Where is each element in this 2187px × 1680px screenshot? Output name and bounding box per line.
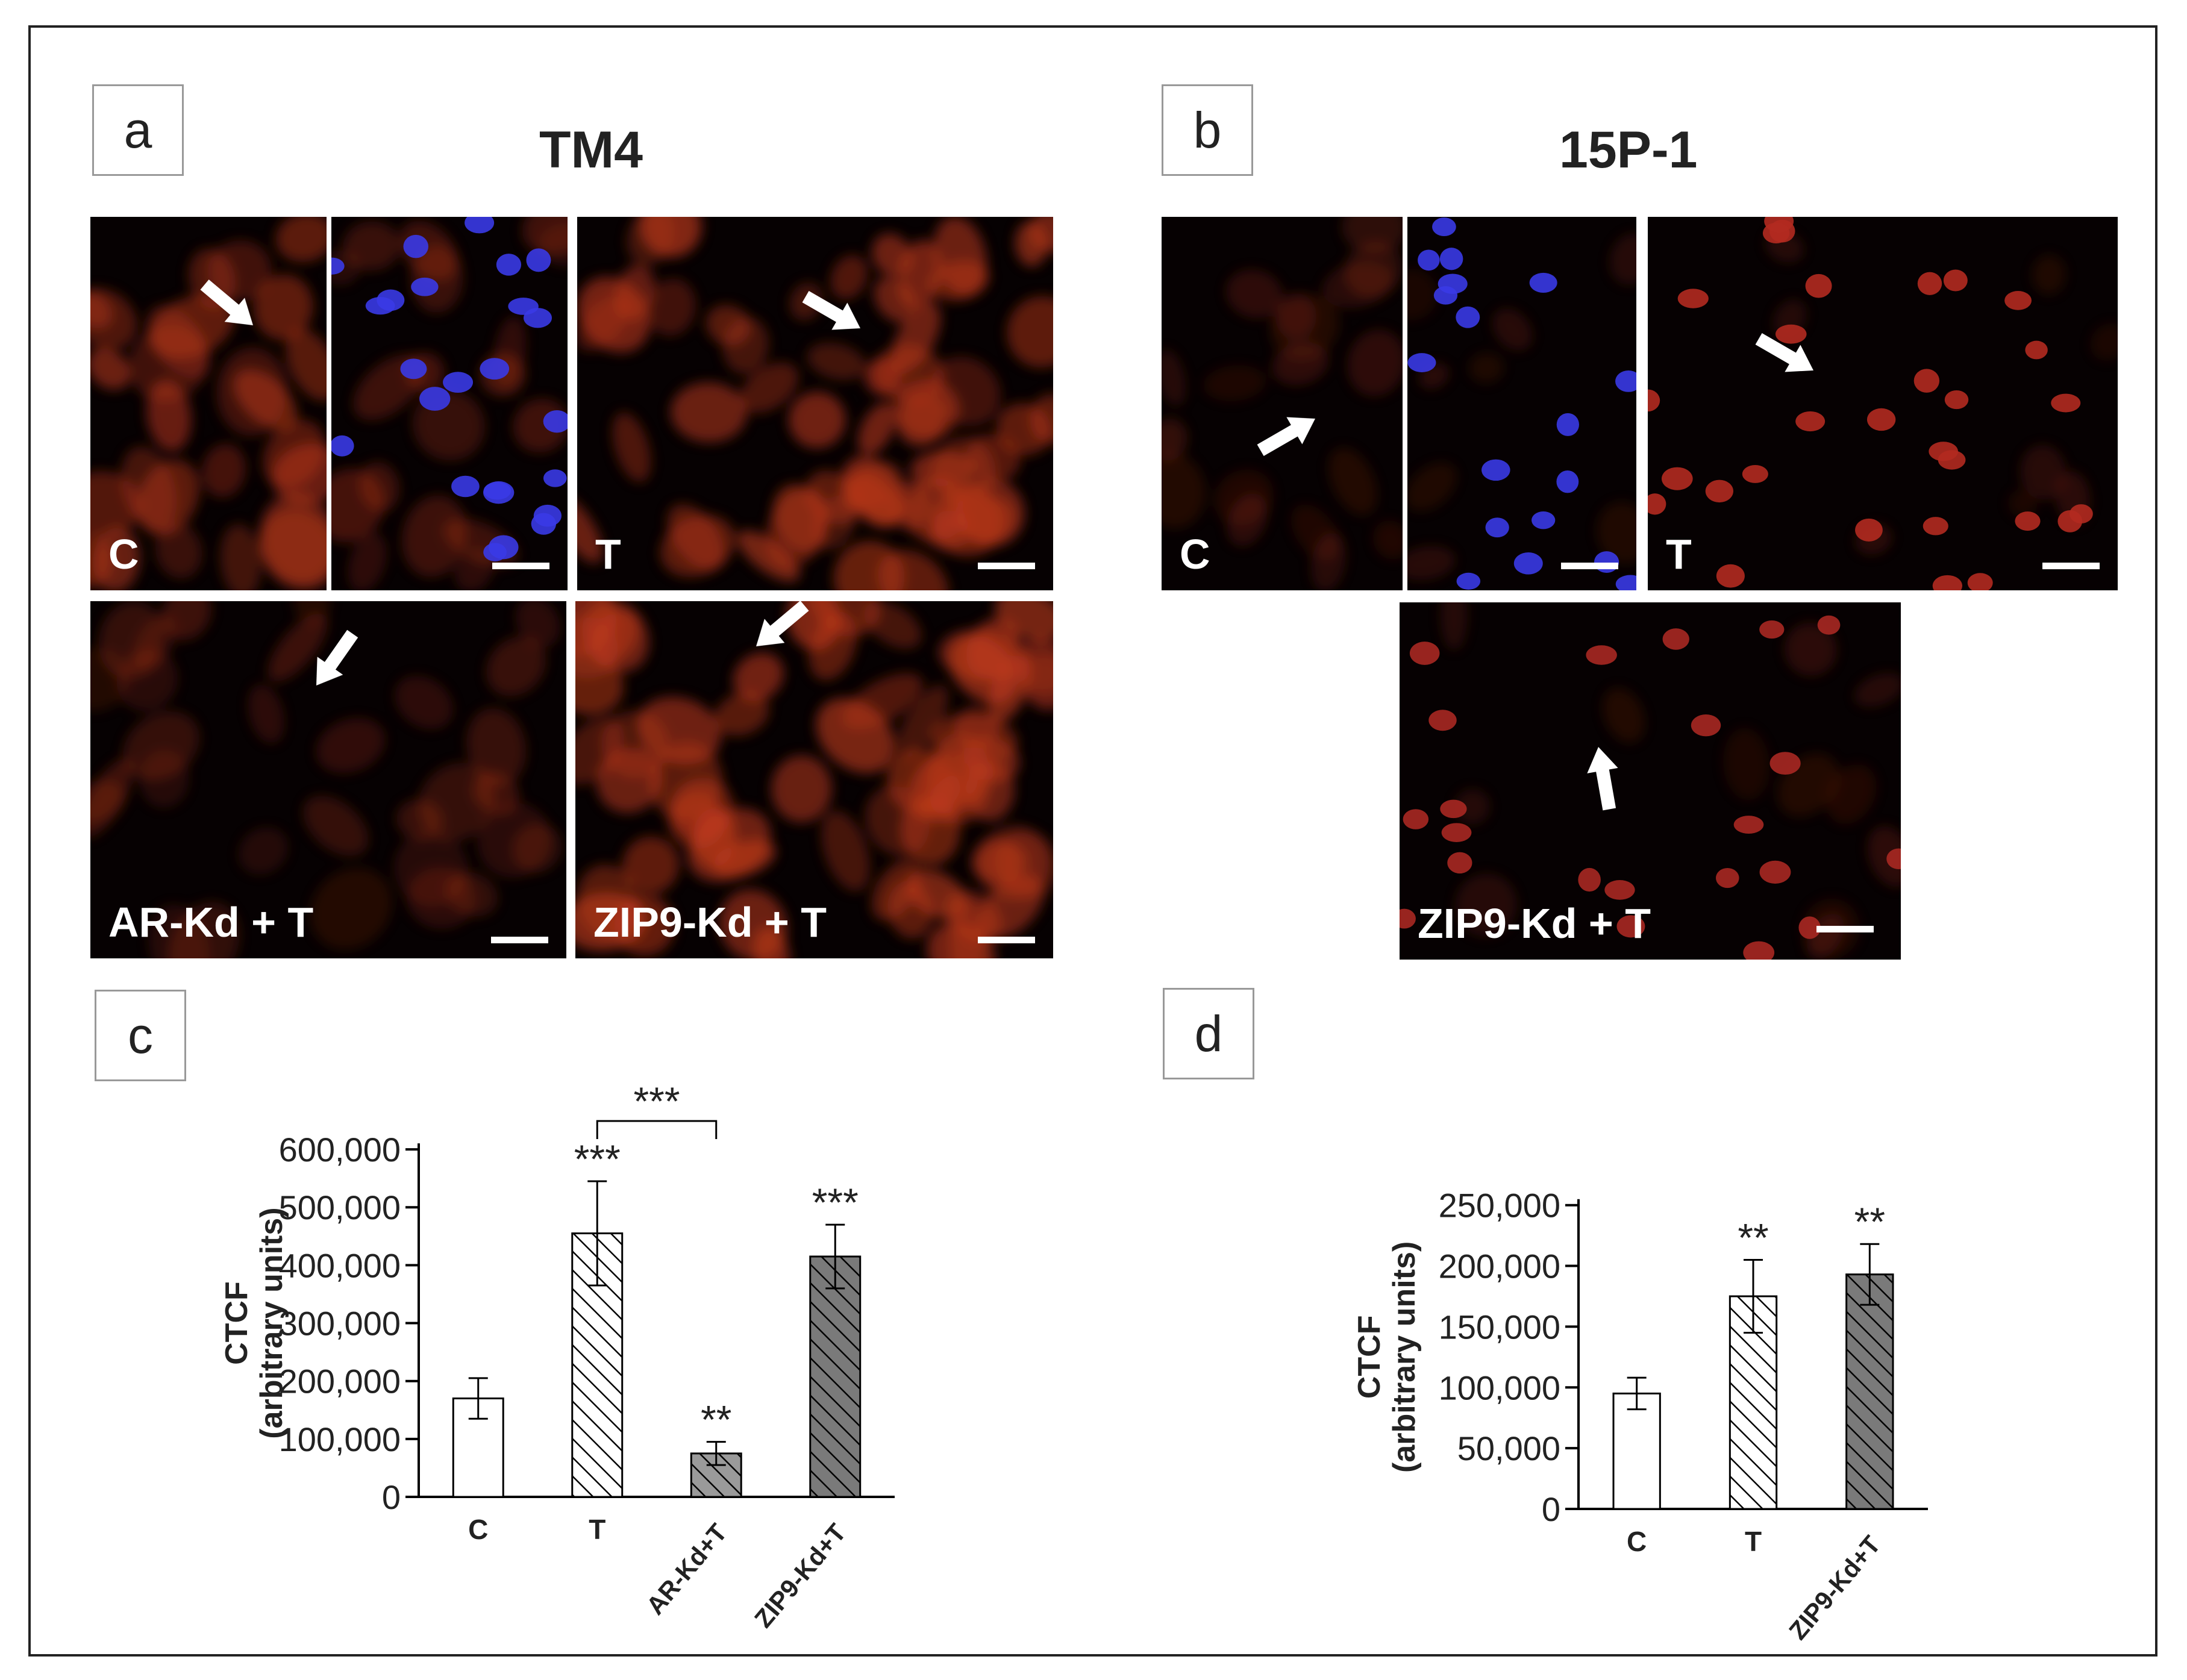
significance-label: ** [1854,1199,1885,1244]
error-bar [1860,1243,1880,1306]
y-tick-label: 300,000 [279,1305,401,1343]
micrograph-image [1648,217,2118,590]
arrow-icon [316,629,358,685]
y-tick-label: 200,000 [1439,1248,1560,1285]
chart-ctcf-15p1: 0 50,000 100,000 150,000 200,000 250,000 CTCF(… [1331,1060,2006,1650]
micrograph-tm4-control-merged [331,217,568,590]
error-bar [825,1223,845,1290]
significance-bracket [596,1120,718,1139]
micrograph-image [1407,217,1636,590]
figure-frame [28,25,2157,1657]
micrograph-label: T [595,531,621,578]
micrograph-label: C [1180,531,1210,578]
bracket-label: *** [633,1079,680,1123]
y-tick-label: 50,000 [1457,1429,1560,1467]
micrograph-15p1-testosterone: T [1648,217,2118,590]
x-tick-label: ZIP9-Kd+T [749,1518,851,1632]
scale-bar [2042,563,2100,569]
micrograph-tm4-ar-kd-t: AR-Kd + T [90,601,566,958]
panel-letter-b: b [1162,84,1253,176]
bar-c [1612,1392,1661,1510]
micrograph-label: AR-Kd + T [108,899,314,946]
micrograph-image [331,217,568,590]
bar-zip9-kd-t [809,1255,862,1498]
micrograph-image [90,217,327,590]
scale-bar [978,937,1035,943]
significance-label: *** [812,1180,859,1225]
panel-letter-c: c [95,990,186,1081]
error-bar [1627,1376,1647,1411]
arrow-icon [802,290,860,330]
error-bar [1744,1258,1763,1334]
panel-letter-a: a [92,84,184,176]
y-tick-label: 500,000 [279,1188,401,1226]
error-bar [706,1441,726,1466]
micrograph-image [1400,602,1901,960]
y-tick-label: 100,000 [279,1420,401,1458]
micrograph-image [577,217,1053,590]
panel-letter-d: d [1163,988,1254,1079]
scale-bar [1561,563,1618,569]
y-tick-label: 400,000 [279,1246,401,1284]
significance-label: ** [1738,1215,1768,1260]
chart-ctcf-tm4: 0 100,000 200,000 300,000 400,000 500,000 600,… [157,1024,952,1638]
micrograph-tm4-testosterone: T [577,217,1053,590]
scale-bar [492,563,549,569]
scale-bar [491,937,548,943]
y-tick-label: 0 [1542,1490,1560,1528]
bar-zip9-kd-t [1845,1273,1894,1510]
panel-title-15p1: 15P-1 [1559,121,1698,179]
y-axis-label-units: (arbitrary units) [254,1207,289,1438]
micrograph-tm4-zip9-kd-t: ZIP9-Kd + T [575,601,1053,958]
y-tick-label: 200,000 [279,1363,401,1401]
y-axis-label: CTCF [219,1281,254,1365]
y-tick-label: 150,000 [1439,1308,1560,1346]
arrow-icon [1257,417,1315,457]
micrograph-15p1-zip9-kd-t: ZIP9-Kd + T [1400,602,1901,960]
micrograph-image [575,601,1053,958]
y-axis-label-units: (arbitrary units) [1387,1241,1422,1473]
arrow-icon [1755,333,1813,372]
y-tick-label: 250,000 [1439,1187,1560,1225]
micrograph-15p1-control-red: C [1162,217,1403,590]
micrograph-label: ZIP9-Kd + T [593,899,827,946]
significance-label: *** [574,1137,621,1181]
y-tick-label: 100,000 [1439,1369,1560,1407]
micrograph-tm4-control-red: C [90,217,327,590]
x-tick-label: ZIP9-Kd+T [1783,1530,1886,1644]
x-tick-label: C [1627,1526,1647,1557]
y-tick-label: 0 [382,1478,401,1516]
arrow-icon [1587,747,1618,811]
micrograph-label: C [108,531,139,578]
x-tick-label: C [468,1514,488,1545]
significance-label: ** [701,1397,731,1442]
micrograph-label: ZIP9-Kd + T [1418,900,1651,947]
micrograph-15p1-control-merged [1407,217,1636,590]
micrograph-image [90,601,562,958]
scale-bar [1816,926,1874,932]
micrograph-label: T [1666,531,1692,578]
error-bar [587,1180,607,1287]
panel-title-tm4: TM4 [539,121,643,179]
scale-bar [978,563,1035,569]
micrograph-image [1162,217,1403,590]
arrow-icon [200,279,253,325]
x-tick-label: T [589,1514,605,1545]
error-bar [468,1377,488,1420]
y-tick-label: 600,000 [279,1131,401,1169]
x-tick-label: T [1745,1526,1762,1557]
arrow-icon [756,601,809,646]
y-axis-label: CTCF [1352,1316,1387,1399]
x-tick-label: AR-Kd+T [640,1518,732,1620]
